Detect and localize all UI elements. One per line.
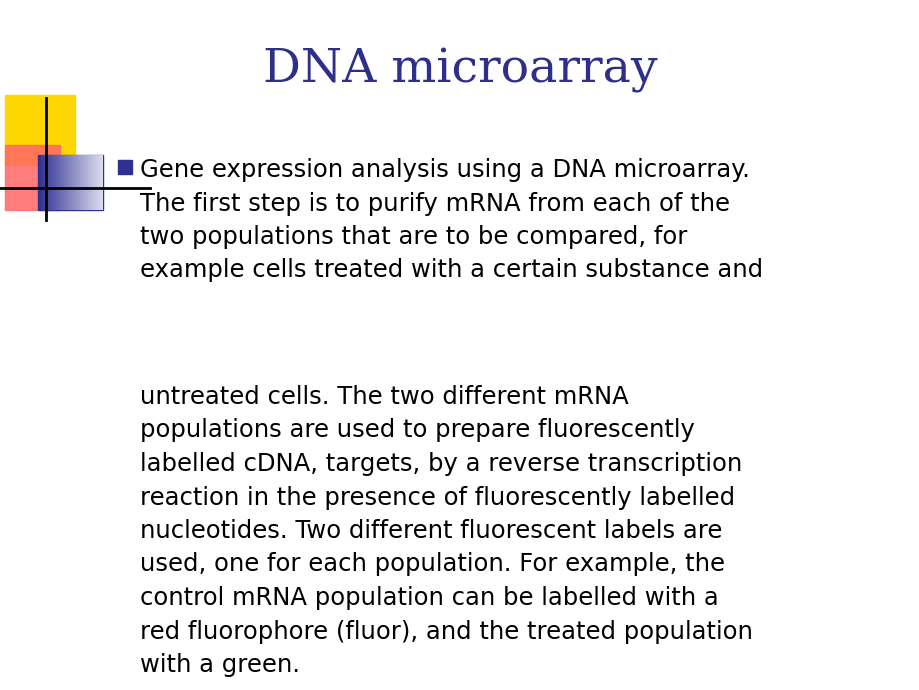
Text: untreated cells. The two different mRNA
populations are used to prepare fluoresc: untreated cells. The two different mRNA … bbox=[140, 385, 752, 677]
Bar bbox=[118, 160, 131, 174]
Bar bbox=[38, 155, 103, 210]
Text: Gene expression analysis using a DNA microarray.
The first step is to purify mRN: Gene expression analysis using a DNA mic… bbox=[140, 158, 762, 282]
Text: DNA microarray: DNA microarray bbox=[263, 48, 656, 93]
Bar bbox=[5, 95, 75, 165]
Bar bbox=[5, 145, 60, 210]
